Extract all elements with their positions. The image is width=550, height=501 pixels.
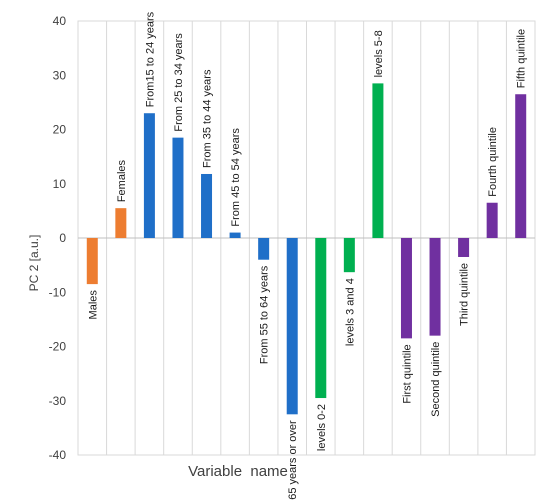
bar-label: From 35 to 44 years (202, 69, 214, 168)
bar (143, 113, 155, 238)
bar-label: levels 5-8 (373, 30, 385, 77)
y-tick-label: 0 (59, 231, 66, 245)
bar-label: Females (116, 159, 128, 202)
bar (86, 238, 98, 285)
bar (172, 137, 184, 238)
y-tick-label: 10 (53, 177, 67, 191)
bar (258, 238, 270, 260)
bar-label: 65 years or over (287, 420, 299, 500)
bar (400, 238, 412, 339)
bar-label: Males (87, 290, 99, 320)
bar (515, 94, 527, 238)
y-tick-label: -40 (49, 448, 67, 462)
bar (458, 238, 470, 257)
y-axis-title: PC 2 [a.u.] (27, 235, 41, 292)
y-tick-label: -30 (49, 394, 67, 408)
bar (201, 173, 213, 238)
bar (372, 83, 384, 238)
bar-label: First quintile (401, 344, 413, 403)
bar-label: Fifth quintile (516, 29, 528, 88)
bar (229, 232, 241, 238)
bar-label: From 45 to 54 years (230, 128, 242, 227)
y-tick-label: -20 (49, 340, 67, 354)
y-tick-label: 20 (53, 123, 67, 137)
bar-label: levels 0-2 (316, 404, 328, 451)
y-axis-ticks: -40 -30 -20 -10 0 10 20 30 40 (49, 14, 67, 462)
bar (429, 238, 441, 336)
bar (315, 238, 327, 399)
bar-label: From15 to 24 years (144, 11, 156, 107)
bar-label: From 55 to 64 years (259, 265, 271, 364)
bar-label: Fourth quintile (487, 127, 499, 197)
bar-labels: Males Females From15 to 24 years From 25 to… (87, 11, 527, 499)
x-axis-title: Variable name (188, 463, 288, 480)
bar-label: Third quintile (459, 263, 471, 326)
bar-label: Second quintile (430, 342, 442, 417)
bar (486, 202, 498, 238)
bar (343, 238, 355, 273)
y-tick-label: -10 (49, 285, 67, 299)
bar-label: From 25 to 34 years (173, 33, 185, 132)
y-tick-label: 30 (53, 68, 67, 82)
bars (86, 83, 527, 415)
bar (286, 238, 298, 415)
y-tick-label: 40 (53, 14, 67, 28)
bar (115, 208, 127, 238)
bar-label: levels 3 and 4 (344, 278, 356, 346)
